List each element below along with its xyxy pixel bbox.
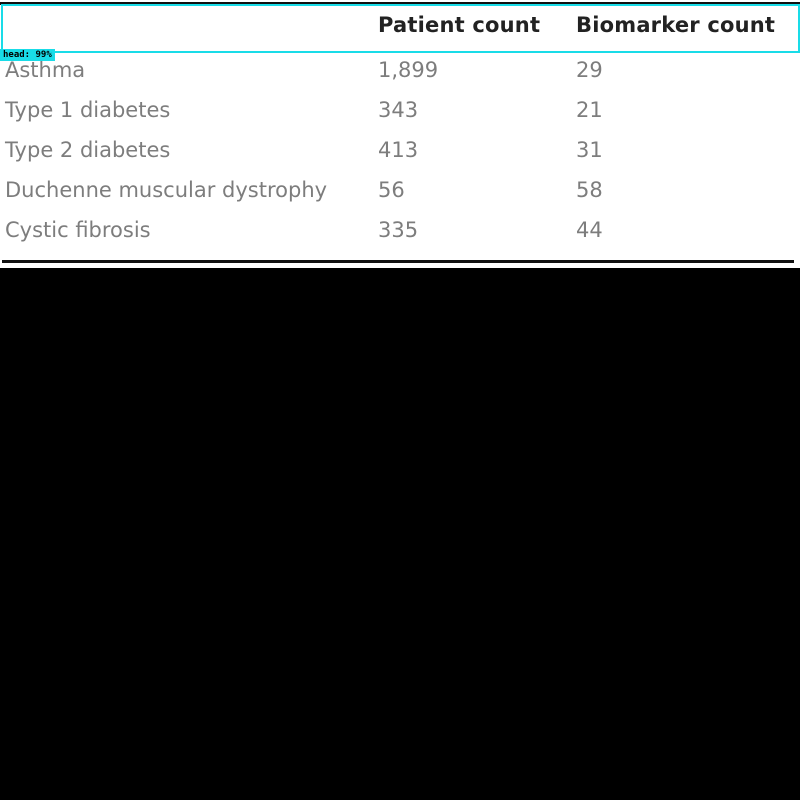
bottom-rule [2, 260, 794, 263]
table-row: Asthma 1,899 29 [0, 58, 800, 98]
biomarker-count-cell: 31 [576, 138, 603, 162]
condition-cell: Cystic fibrosis [5, 218, 151, 242]
header-patient-count: Patient count [378, 13, 541, 37]
biomarker-count-cell: 29 [576, 58, 603, 82]
condition-cell: Duchenne muscular dystrophy [5, 178, 328, 202]
header-biomarker-count: Biomarker count [576, 13, 776, 37]
table-row: Type 2 diabetes 413 31 [0, 138, 800, 178]
biomarker-count-cell: 21 [576, 98, 603, 122]
patient-count-cell: 335 [378, 218, 419, 242]
biomarker-count-cell: 58 [576, 178, 603, 202]
condition-cell: Type 1 diabetes [5, 98, 171, 122]
patient-count-cell: 343 [378, 98, 419, 122]
table-row: Type 1 diabetes 343 21 [0, 98, 800, 138]
patient-count-cell: 56 [378, 178, 405, 202]
patient-count-cell: 1,899 [378, 58, 439, 82]
condition-cell: Type 2 diabetes [5, 138, 171, 162]
table-row: Cystic fibrosis 335 44 [0, 218, 800, 258]
detection-label: head: 99% [0, 49, 55, 61]
black-background [0, 268, 800, 800]
biomarker-count-cell: 44 [576, 218, 603, 242]
top-rule [0, 2, 800, 5]
patient-count-cell: 413 [378, 138, 419, 162]
table-row: Duchenne muscular dystrophy 56 58 [0, 178, 800, 218]
detection-box-head [1, 4, 800, 53]
data-table: Patient count Biomarker count Asthma 1,8… [0, 0, 800, 268]
condition-cell: Asthma [5, 58, 86, 82]
